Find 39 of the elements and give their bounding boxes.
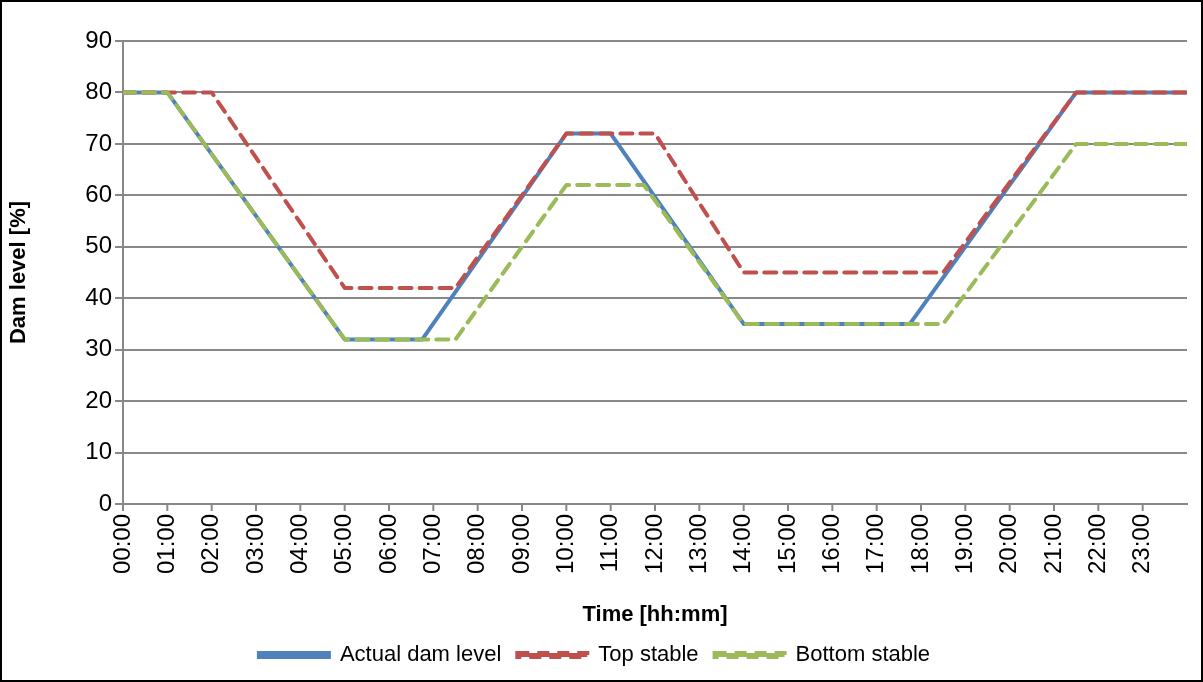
y-axis-title: Dam level [%]: [5, 200, 31, 345]
x-tick-label: 21:00: [1038, 514, 1066, 575]
y-tick-label: 50: [85, 231, 112, 259]
x-tick-label: 20:00: [994, 514, 1022, 575]
y-tick-label: 10: [85, 437, 112, 465]
x-tick-label: 03:00: [240, 514, 268, 575]
x-tick-label: 05:00: [329, 514, 357, 575]
x-tick-label: 22:00: [1082, 514, 1110, 575]
y-tick-label: 80: [85, 77, 112, 105]
x-tick-label: 12:00: [639, 514, 667, 575]
x-tick-label: 01:00: [151, 514, 179, 575]
x-tick-label: 16:00: [816, 514, 844, 575]
x-tick-label: 23:00: [1127, 514, 1155, 575]
x-tick-label: 13:00: [683, 514, 711, 575]
x-tick-label: 14:00: [728, 514, 756, 575]
x-tick-label: 09:00: [506, 514, 534, 575]
x-tick-label: 00:00: [107, 514, 135, 575]
legend-label: Top stable: [598, 641, 699, 667]
y-tick-label: 20: [85, 385, 112, 413]
x-tick-label: 18:00: [905, 514, 933, 575]
x-tick-label: 08:00: [462, 514, 490, 575]
y-tick-label: 90: [85, 25, 112, 53]
x-tick-label: 06:00: [373, 514, 401, 575]
x-tick-label: 15:00: [772, 514, 800, 575]
x-tick-label: 17:00: [861, 514, 889, 575]
y-tick-label: 30: [85, 334, 112, 362]
legend-label: Actual dam level: [339, 641, 502, 667]
x-tick-label: 11:00: [595, 514, 623, 573]
x-tick-label: 02:00: [196, 514, 224, 575]
x-tick-label: 07:00: [417, 514, 445, 575]
x-tick-label: 04:00: [284, 514, 312, 575]
y-tick-label: 40: [85, 282, 112, 310]
y-tick-label: 70: [85, 128, 112, 156]
legend-label: Bottom stable: [795, 641, 931, 667]
x-tick-label: 19:00: [949, 514, 977, 575]
y-tick-label: 60: [85, 179, 112, 207]
x-tick-label: 10:00: [550, 514, 578, 575]
x-axis-title: Time [hh:mm]: [582, 600, 728, 626]
y-tick-label: 0: [98, 488, 112, 516]
